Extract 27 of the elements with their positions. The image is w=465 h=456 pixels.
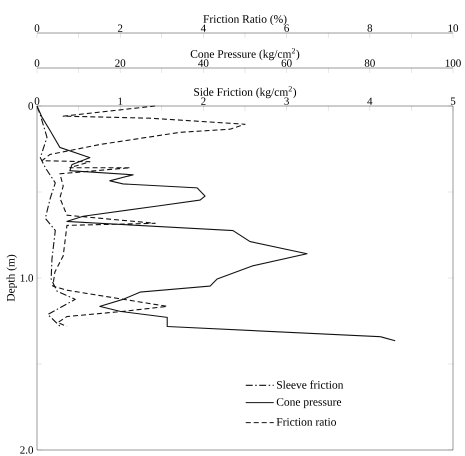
x-tick-label: 2 xyxy=(118,24,122,32)
legend-label: Sleeve friction xyxy=(277,380,344,389)
x-tick-label: 5 xyxy=(450,98,456,105)
x2-tick-label: 0 xyxy=(34,59,40,67)
x-tick-label: 3 xyxy=(284,97,289,105)
x-axis-title: Friction Ratio (%) xyxy=(203,14,286,26)
legend-label: Cone pressure xyxy=(276,398,342,408)
x2-tick-label: 40 xyxy=(198,59,208,67)
x-tick-label: 2 xyxy=(201,98,206,105)
x-tick-label: 1 xyxy=(118,98,122,105)
x-tick-label: 0 xyxy=(34,97,40,105)
y-tick-label: 2.0 xyxy=(20,446,34,454)
y-tick-label: 1.0 xyxy=(20,274,34,282)
x-tick-label: 6 xyxy=(284,24,290,32)
x-tick-label: 4 xyxy=(200,24,206,32)
legend-label: Friction ratio xyxy=(276,418,336,426)
x2-tick-label: 60 xyxy=(282,59,292,67)
x2-tick-label: 20 xyxy=(115,59,126,67)
x-tick-label: 0 xyxy=(34,24,40,32)
x2-tick-label: 80 xyxy=(364,59,375,67)
x-tick-label: 10 xyxy=(448,24,458,32)
y-axis-title: Depth (m) xyxy=(6,254,17,302)
x2-tick-label: 100 xyxy=(446,59,461,67)
x2-axis-title: Cone Pressure (kg/cm$^{2}$) xyxy=(190,48,300,60)
x-tick-label: 4 xyxy=(367,98,372,105)
x-tick-label: 8 xyxy=(367,24,372,32)
x-axis-title: Side Friction (kg/cm$^{2}$) xyxy=(194,86,296,98)
